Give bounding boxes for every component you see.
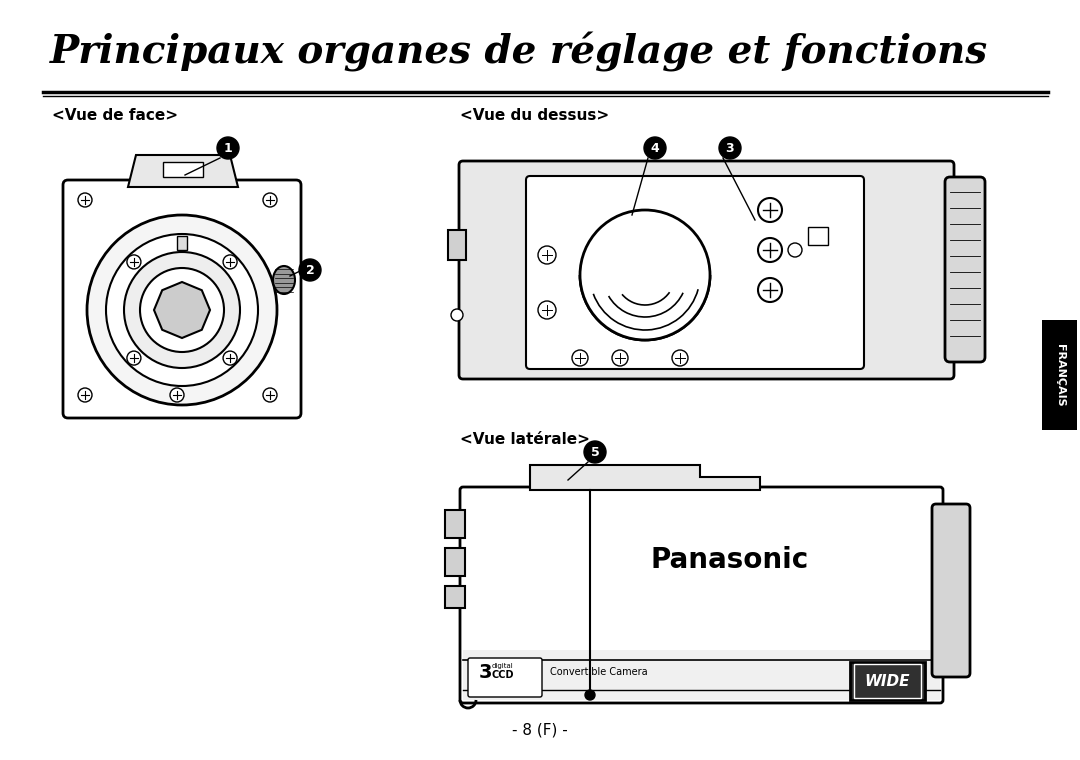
Text: Panasonic: Panasonic: [651, 546, 809, 574]
Bar: [808, 227, 828, 245]
Bar: [177, 236, 187, 250]
Circle shape: [719, 137, 741, 159]
Text: Principaux organes de réglage et fonctions: Principaux organes de réglage et fonctio…: [50, 32, 988, 72]
Text: 3: 3: [480, 663, 492, 682]
Text: CCD: CCD: [492, 670, 514, 680]
Text: <Vue du dessus>: <Vue du dessus>: [460, 108, 609, 123]
Bar: [448, 230, 465, 260]
Circle shape: [224, 351, 238, 365]
Circle shape: [264, 193, 276, 207]
Bar: [163, 162, 203, 177]
Bar: [850, 662, 924, 700]
FancyBboxPatch shape: [63, 180, 301, 418]
Circle shape: [538, 246, 556, 264]
Circle shape: [217, 137, 239, 159]
FancyBboxPatch shape: [945, 177, 985, 362]
Circle shape: [644, 137, 666, 159]
Bar: [854, 664, 921, 698]
Text: <Vue de face>: <Vue de face>: [52, 108, 178, 123]
Bar: [445, 548, 465, 576]
Circle shape: [572, 350, 588, 366]
Circle shape: [451, 309, 463, 321]
Text: - 8 (F) -: - 8 (F) -: [512, 723, 568, 737]
Text: 4: 4: [650, 141, 660, 154]
Circle shape: [758, 278, 782, 302]
Circle shape: [299, 259, 321, 281]
Circle shape: [127, 255, 140, 269]
Circle shape: [758, 238, 782, 262]
Text: 1: 1: [224, 141, 232, 154]
Circle shape: [758, 198, 782, 222]
Text: 3: 3: [726, 141, 734, 154]
Circle shape: [170, 388, 184, 402]
Text: digital: digital: [492, 663, 514, 669]
Circle shape: [127, 351, 140, 365]
Circle shape: [224, 255, 238, 269]
Circle shape: [106, 234, 258, 386]
Circle shape: [580, 210, 710, 340]
FancyBboxPatch shape: [526, 176, 864, 369]
Ellipse shape: [273, 266, 295, 294]
Circle shape: [87, 215, 276, 405]
Polygon shape: [129, 155, 238, 187]
Circle shape: [612, 350, 627, 366]
Circle shape: [264, 388, 276, 402]
Circle shape: [78, 388, 92, 402]
Text: Convertible Camera: Convertible Camera: [550, 667, 648, 677]
FancyBboxPatch shape: [459, 161, 954, 379]
Polygon shape: [530, 465, 760, 490]
FancyBboxPatch shape: [460, 487, 943, 703]
Text: 5: 5: [591, 445, 599, 458]
Bar: [463, 650, 940, 700]
FancyBboxPatch shape: [468, 658, 542, 697]
FancyBboxPatch shape: [932, 504, 970, 677]
Circle shape: [584, 441, 606, 463]
Circle shape: [788, 243, 802, 257]
Bar: [445, 510, 465, 538]
Text: 2: 2: [306, 264, 314, 277]
Circle shape: [585, 690, 595, 700]
Bar: [445, 586, 465, 608]
Text: FRANÇAIS: FRANÇAIS: [1054, 344, 1065, 407]
Circle shape: [672, 350, 688, 366]
Bar: [1042, 320, 1077, 430]
Circle shape: [124, 252, 240, 368]
Text: WIDE: WIDE: [864, 673, 909, 689]
Circle shape: [78, 193, 92, 207]
Text: <Vue latérale>: <Vue latérale>: [460, 432, 590, 447]
Circle shape: [538, 301, 556, 319]
Circle shape: [140, 268, 224, 352]
